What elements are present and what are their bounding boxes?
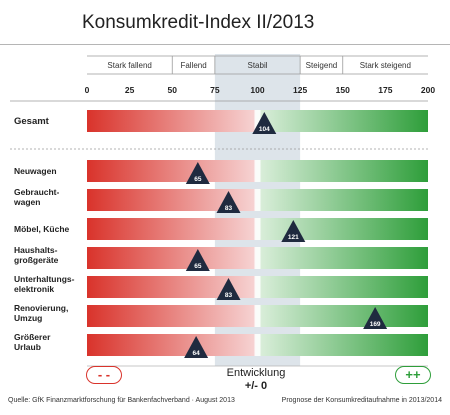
category-4-marker	[216, 278, 241, 300]
category-6-value-label: 64	[193, 350, 201, 357]
category-5-marker	[363, 307, 388, 329]
negative-indicator: - -	[86, 366, 122, 384]
category-3-center-gap	[254, 247, 261, 269]
x-tick-label: 0	[85, 85, 90, 95]
category-0-center-gap	[254, 160, 261, 182]
category-5-label: Renovierung, Umzug	[14, 303, 68, 323]
category-0-marker	[185, 162, 210, 184]
x-tick-label: 25	[125, 85, 135, 95]
footer-source: Quelle: GfK Finanzmarktforschung für Ban…	[8, 397, 235, 404]
x-tick-label: 125	[293, 85, 307, 95]
category-5-center-gap	[254, 305, 261, 327]
development-label: Entwicklung	[226, 367, 286, 379]
category-2-center-gap	[254, 218, 261, 240]
positive-indicator: ++	[395, 366, 431, 384]
x-tick-label: 200	[421, 85, 435, 95]
category-1-label: Gebraucht-wagen	[13, 187, 60, 207]
category-4-center-gap	[254, 276, 261, 298]
x-tick-label: 50	[168, 85, 178, 95]
zone-label: Steigend	[306, 61, 338, 70]
x-tick-label: 175	[378, 85, 392, 95]
category-1-value-label: 83	[225, 205, 233, 212]
category-3-value-label: 65	[194, 263, 202, 270]
footer-note: Prognose der Konsumkreditaufnahme in 201…	[281, 397, 442, 404]
category-5-value-label: 169	[370, 321, 381, 328]
zone-label: Fallend	[180, 61, 206, 70]
category-4-value-label: 83	[225, 292, 233, 299]
category-6-label: Größerer Urlaub	[14, 332, 51, 352]
category-6-marker	[184, 336, 209, 358]
overall-marker	[252, 112, 277, 134]
x-tick-label: 150	[336, 85, 350, 95]
category-0-label: Neuwagen	[14, 166, 57, 176]
development-value: +/- 0	[244, 380, 268, 392]
category-1-marker	[216, 191, 241, 213]
category-0-value-label: 65	[194, 176, 202, 183]
category-3-marker	[185, 249, 210, 271]
category-2-marker	[281, 220, 306, 242]
category-4-label: Unterhaltungs-elektronik	[14, 274, 75, 294]
zone-label: Stark steigend	[360, 61, 411, 70]
x-tick-label: 75	[210, 85, 220, 95]
category-6-center-gap	[254, 334, 261, 356]
overall-center-gap	[254, 110, 261, 132]
zone-label: Stark fallend	[107, 61, 151, 70]
page-title: Konsumkredit-Index II/2013	[82, 12, 315, 33]
category-3-label: Haushalts-großgeräte	[14, 245, 59, 265]
zone-label: Stabil	[247, 61, 267, 70]
x-tick-label: 100	[250, 85, 264, 95]
title-divider	[0, 44, 450, 45]
overall-label: Gesamt	[14, 116, 50, 127]
category-1-center-gap	[254, 189, 261, 211]
category-2-label: Möbel, Küche	[14, 224, 70, 234]
overall-value-label: 104	[259, 126, 270, 133]
category-2-value-label: 121	[288, 234, 299, 241]
